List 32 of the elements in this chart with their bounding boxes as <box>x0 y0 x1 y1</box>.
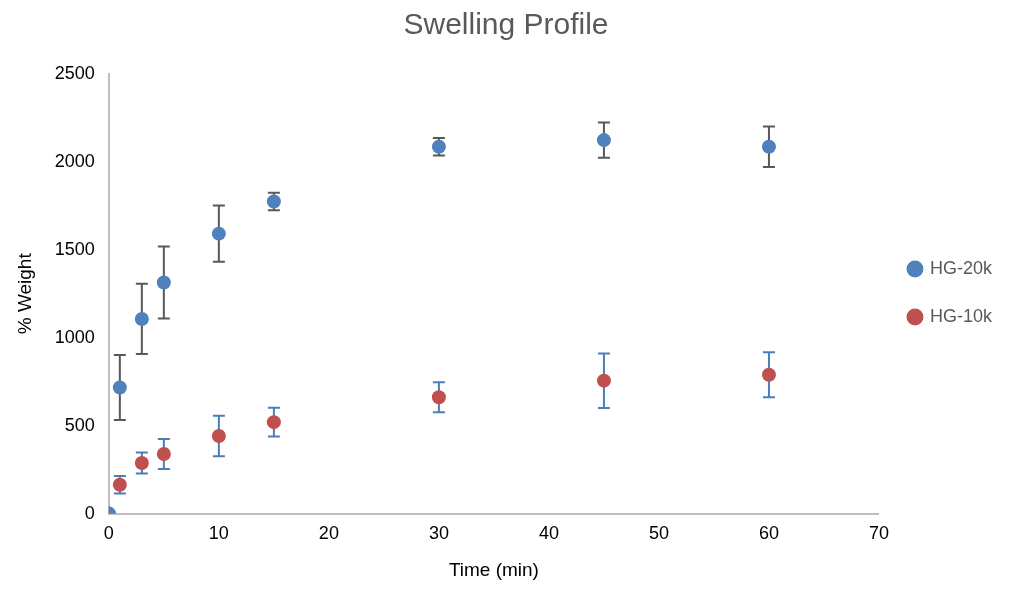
point <box>761 367 776 382</box>
y-tick-label: 2000 <box>54 150 95 171</box>
y-tick-label: 500 <box>64 414 95 435</box>
point <box>112 380 127 395</box>
chart-title: Swelling Profile <box>403 7 609 41</box>
x-tick-label: 30 <box>428 523 449 544</box>
x-tick-label: 60 <box>758 523 779 544</box>
point <box>761 139 776 154</box>
point <box>156 275 171 290</box>
point <box>211 429 226 444</box>
x-tick-label: 20 <box>318 523 339 544</box>
legend-label: HG-20k <box>929 257 993 278</box>
x-tick-label: 50 <box>648 523 669 544</box>
y-tick-label: 0 <box>84 502 95 523</box>
point <box>134 311 149 326</box>
x-axis-title: Time (min) <box>448 558 539 580</box>
y-tick-label: 2500 <box>54 62 95 83</box>
x-tick-label: 10 <box>208 523 229 544</box>
point <box>211 226 226 241</box>
y-tick-label: 1000 <box>54 326 95 347</box>
y-tick-label: 1500 <box>54 238 95 259</box>
point <box>431 390 446 405</box>
point <box>266 415 281 430</box>
point <box>156 446 171 461</box>
x-tick-label: 40 <box>538 523 559 544</box>
x-tick-label: 0 <box>103 523 114 544</box>
y-axis-title: % Weight <box>13 252 35 335</box>
x-tick-label: 70 <box>868 523 889 544</box>
legend-label: HG-10k <box>929 305 993 326</box>
point <box>596 373 611 388</box>
point <box>596 133 611 148</box>
point <box>134 455 149 470</box>
